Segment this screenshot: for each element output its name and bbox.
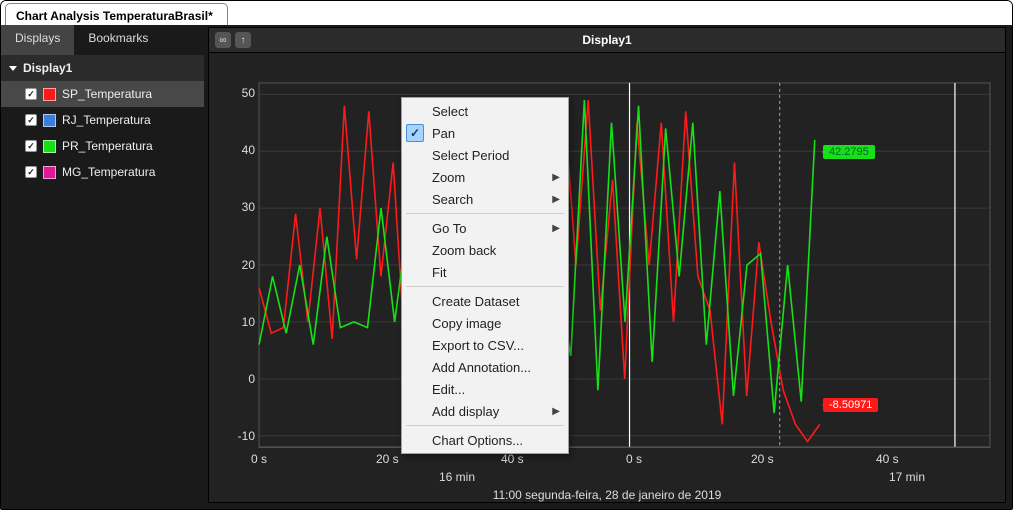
context-menu-item[interactable]: Zoom back (402, 239, 568, 261)
checkbox-icon[interactable]: ✓ (25, 140, 37, 152)
x-axis-tick-label: 0 s (251, 452, 267, 466)
context-menu-item-label: Search (432, 192, 473, 207)
chart-canvas[interactable]: 42.2795 -8.50971 -10 0 10 20 30 40 50 0 s 20 s 40 … (208, 53, 1006, 503)
context-menu-item[interactable]: Chart Options... (402, 429, 568, 451)
submenu-arrow-icon: ▶ (552, 172, 560, 183)
context-menu-item-label: Add Annotation... (432, 360, 531, 375)
chart-header: ∞ ↑ Display1 (208, 27, 1006, 53)
x-axis-tick-label: 40 s (876, 452, 899, 466)
series-swatch (43, 140, 56, 153)
chart-region: ∞ ↑ Display1 42.2795-8.50971 -1001020304… (204, 25, 1012, 509)
checkbox-icon[interactable]: ✓ (25, 166, 37, 178)
y-axis-tick-label: 30 (227, 200, 255, 214)
sidebar-tab-displays[interactable]: Displays (1, 25, 74, 55)
context-menu-item-label: Go To (432, 221, 466, 236)
context-menu-item[interactable]: Add display ▶ (402, 400, 568, 422)
x-axis-minute-label: 17 min (889, 470, 925, 484)
tree-item[interactable]: ✓ SP_Temperatura (1, 81, 204, 107)
tree-root-label: Display1 (23, 61, 72, 75)
x-axis-tick-label: 20 s (376, 452, 399, 466)
context-menu-item-label: Create Dataset (432, 294, 519, 309)
context-menu-separator (406, 425, 564, 426)
sidebar: Displays Bookmarks Display1 ✓ SP_Temperat… (1, 25, 204, 509)
tree-item-label: SP_Temperatura (62, 87, 152, 101)
expand-icon (9, 66, 17, 71)
app-window: Chart Analysis TemperaturaBrasil* Displa… (0, 0, 1013, 510)
context-menu-separator (406, 286, 564, 287)
context-menu-item[interactable]: Go To ▶ (402, 217, 568, 239)
x-axis-tick-label: 0 s (626, 452, 642, 466)
chart-svg (209, 53, 1005, 502)
y-axis-tick-label: 20 (227, 258, 255, 272)
tree-item-label: MG_Temperatura (62, 165, 155, 179)
x-axis-tick-label: 20 s (751, 452, 774, 466)
series-value-flag: 42.2795 (823, 145, 875, 159)
y-axis-tick-label: 10 (227, 315, 255, 329)
document-tab[interactable]: Chart Analysis TemperaturaBrasil* (5, 3, 228, 25)
x-axis-minute-label: 16 min (439, 470, 475, 484)
context-menu-item-label: Zoom back (432, 243, 496, 258)
context-menu-item-label: Zoom (432, 170, 465, 185)
link-icon[interactable]: ∞ (215, 32, 231, 48)
context-menu-item[interactable]: Add Annotation... (402, 356, 568, 378)
context-menu-item[interactable]: Select Period (402, 144, 568, 166)
chart-footer-timestamp: 11:00 segunda-feira, 28 de janeiro de 20… (209, 488, 1005, 502)
x-axis-tick-label: 40 s (501, 452, 524, 466)
tree-root-display1[interactable]: Display1 (1, 55, 204, 81)
context-menu-item-label: Add display (432, 404, 499, 419)
context-menu-item[interactable]: Select (402, 100, 568, 122)
y-axis-tick-label: 40 (227, 143, 255, 157)
submenu-arrow-icon: ▶ (552, 406, 560, 417)
document-tab-row: Chart Analysis TemperaturaBrasil* (1, 1, 1012, 25)
series-value-flag: -8.50971 (823, 398, 878, 412)
context-menu-item[interactable]: Zoom ▶ (402, 166, 568, 188)
context-menu-item[interactable]: Export to CSV... (402, 334, 568, 356)
sidebar-tab-bookmarks[interactable]: Bookmarks (74, 25, 162, 55)
chart-title: Display1 (209, 33, 1005, 47)
checkbox-icon[interactable]: ✓ (25, 88, 37, 100)
series-swatch (43, 166, 56, 179)
context-menu: Select✓PanSelect PeriodZoom▶Search▶Go To… (401, 97, 569, 454)
series-swatch (43, 88, 56, 101)
series-swatch (43, 114, 56, 127)
y-axis-tick-label: -10 (227, 429, 255, 443)
context-menu-separator (406, 213, 564, 214)
context-menu-item-label: Select (432, 104, 468, 119)
tree-item[interactable]: ✓ RJ_Temperatura (1, 107, 204, 133)
context-menu-item[interactable]: Create Dataset (402, 290, 568, 312)
sidebar-tabs: Displays Bookmarks (1, 25, 204, 55)
context-menu-item-label: Edit... (432, 382, 465, 397)
chart-header-icons: ∞ ↑ (209, 32, 251, 48)
context-menu-item[interactable]: Search ▶ (402, 188, 568, 210)
submenu-arrow-icon: ▶ (552, 223, 560, 234)
context-menu-item-label: Export to CSV... (432, 338, 524, 353)
context-menu-item[interactable]: Fit (402, 261, 568, 283)
context-menu-item-label: Copy image (432, 316, 501, 331)
context-menu-item-label: Fit (432, 265, 446, 280)
tree-item[interactable]: ✓ MG_Temperatura (1, 159, 204, 185)
tree-item-label: PR_Temperatura (62, 139, 153, 153)
display-tree: Display1 ✓SP_Temperatura✓RJ_Temperatura✓… (1, 55, 204, 509)
main-pane: Displays Bookmarks Display1 ✓ SP_Temperat… (1, 25, 1012, 509)
context-menu-item-label: Pan (432, 126, 455, 141)
up-icon[interactable]: ↑ (235, 32, 251, 48)
context-menu-item[interactable]: Edit... (402, 378, 568, 400)
check-icon: ✓ (406, 124, 424, 142)
context-menu-item-label: Select Period (432, 148, 509, 163)
y-axis-tick-label: 0 (227, 372, 255, 386)
y-axis-tick-label: 50 (227, 86, 255, 100)
submenu-arrow-icon: ▶ (552, 194, 560, 205)
tree-item-label: RJ_Temperatura (62, 113, 151, 127)
context-menu-item[interactable]: ✓ Pan (402, 122, 568, 144)
context-menu-item[interactable]: Copy image (402, 312, 568, 334)
context-menu-item-label: Chart Options... (432, 433, 523, 448)
checkbox-icon[interactable]: ✓ (25, 114, 37, 126)
document-tab-title: Chart Analysis TemperaturaBrasil* (16, 9, 213, 23)
tree-item[interactable]: ✓ PR_Temperatura (1, 133, 204, 159)
